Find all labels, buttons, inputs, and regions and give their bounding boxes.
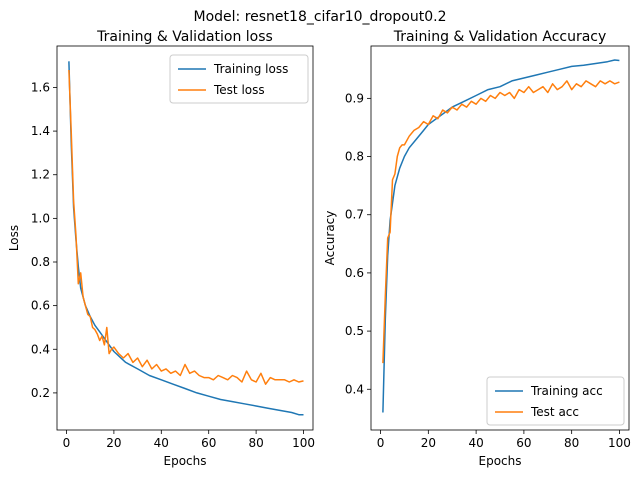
x-tick-label: 40: [154, 436, 169, 450]
x-tick-label: 60: [201, 436, 216, 450]
test-loss-line: [68, 69, 304, 385]
x-tick-label: 0: [377, 436, 385, 450]
y-tick-label: 1.2: [31, 168, 50, 182]
loss-chart: Training & Validation loss 0 20 40 60 80 100 0.…: [7, 29, 315, 468]
y-tick-label: 0.4: [345, 382, 364, 396]
x-tick-label: 20: [106, 436, 121, 450]
y-tick-label: 0.8: [31, 255, 50, 269]
y-tick-label: 0.2: [31, 386, 50, 400]
y-tick-label: 1.0: [31, 211, 50, 225]
plot-frame: [370, 45, 630, 431]
legend-label-test-acc: Test acc: [530, 405, 579, 419]
chart-title: Training & Validation loss: [96, 29, 273, 45]
legend-box: [169, 54, 309, 104]
x-axis-label: Epochs: [479, 454, 522, 468]
figure-suptitle: Model: resnet18_cifar10_dropout0.2: [194, 9, 447, 25]
x-tick-label: 60: [516, 436, 531, 450]
plot-frame: [56, 45, 314, 431]
x-tick-label: 0: [63, 436, 71, 450]
x-tick-label: 100: [292, 436, 315, 450]
legend-box: [486, 376, 625, 426]
y-tick-label: 1.4: [31, 124, 50, 138]
x-tick-label: 80: [564, 436, 579, 450]
y-tick-label: 0.6: [31, 299, 50, 313]
x-tick-label: 100: [608, 436, 631, 450]
x-tick-label: 20: [421, 436, 436, 450]
y-tick-label: 0.5: [345, 324, 364, 338]
legend-label-test-loss: Test loss: [213, 83, 265, 97]
y-axis-label: Loss: [7, 225, 21, 251]
x-tick-label: 40: [468, 436, 483, 450]
legend: Training loss Test loss: [169, 54, 309, 104]
y-tick-label: 0.7: [345, 208, 364, 222]
y-tick-label: 0.9: [345, 91, 364, 105]
legend-label-training-loss: Training loss: [213, 62, 288, 76]
test-acc-line: [382, 80, 620, 364]
training-acc-line: [382, 59, 620, 413]
y-tick-label: 0.4: [31, 342, 50, 356]
legend-label-training-acc: Training acc: [530, 384, 603, 398]
chart-title: Training & Validation Accuracy: [393, 29, 607, 45]
accuracy-chart: Training & Validation Accuracy 0 20 40 60 80 1…: [323, 29, 631, 468]
legend: Training acc Test acc: [486, 376, 625, 426]
y-axis-label: Accuracy: [323, 211, 337, 266]
y-tick-label: 1.6: [31, 80, 50, 94]
y-tick-label: 0.8: [345, 150, 364, 164]
y-tick-label: 0.6: [345, 266, 364, 280]
training-loss-line: [68, 61, 304, 416]
x-tick-label: 80: [248, 436, 263, 450]
x-axis-label: Epochs: [164, 454, 207, 468]
